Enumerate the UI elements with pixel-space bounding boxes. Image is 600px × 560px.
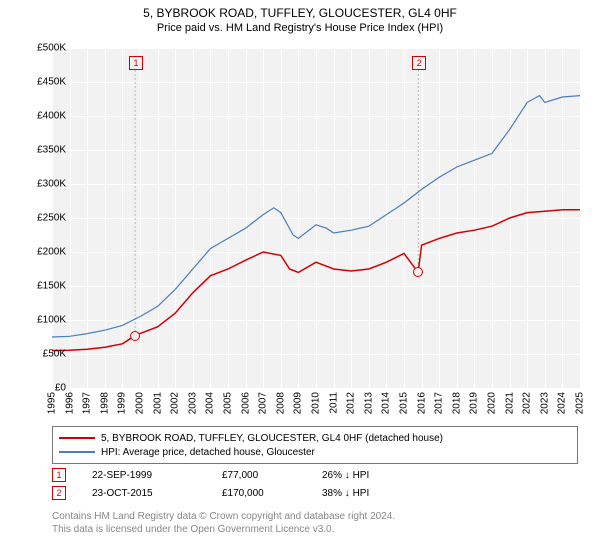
- x-tick-label: 2020: [487, 392, 498, 414]
- event-row: 1 22-SEP-1999 £77,000 26% ↓ HPI: [52, 466, 442, 484]
- event-price: £77,000: [222, 470, 322, 481]
- y-tick-label: £250K: [26, 213, 66, 224]
- legend: 5, BYBROOK ROAD, TUFFLEY, GLOUCESTER, GL…: [52, 426, 578, 464]
- x-tick-label: 2019: [469, 392, 480, 414]
- y-tick-label: £300K: [26, 179, 66, 190]
- legend-label: HPI: Average price, detached house, Glou…: [101, 447, 315, 458]
- x-tick-label: 2004: [205, 392, 216, 414]
- x-tick-label: 2022: [522, 392, 533, 414]
- x-tick-label: 2012: [346, 392, 357, 414]
- x-tick-label: 2018: [451, 392, 462, 414]
- x-tick-label: 1995: [47, 392, 58, 414]
- x-tick-label: 2003: [187, 392, 198, 414]
- x-tick-label: 2017: [434, 392, 445, 414]
- footer-line2: This data is licensed under the Open Gov…: [52, 523, 572, 536]
- title-block: 5, BYBROOK ROAD, TUFFLEY, GLOUCESTER, GL…: [0, 0, 600, 34]
- sale-marker-box: 2: [412, 56, 426, 70]
- footer: Contains HM Land Registry data © Crown c…: [52, 510, 572, 536]
- event-pct: 38% ↓ HPI: [322, 488, 442, 499]
- x-tick-label: 2001: [152, 392, 163, 414]
- x-tick-label: 2009: [293, 392, 304, 414]
- legend-label: 5, BYBROOK ROAD, TUFFLEY, GLOUCESTER, GL…: [101, 433, 443, 444]
- x-tick-label: 2007: [258, 392, 269, 414]
- event-date: 23-OCT-2015: [92, 488, 222, 499]
- y-tick-label: £200K: [26, 247, 66, 258]
- x-tick-label: 2025: [575, 392, 586, 414]
- event-price: £170,000: [222, 488, 322, 499]
- event-table: 1 22-SEP-1999 £77,000 26% ↓ HPI 2 23-OCT…: [52, 466, 442, 502]
- x-tick-label: 2005: [223, 392, 234, 414]
- event-marker-icon: 1: [52, 468, 66, 482]
- event-row: 2 23-OCT-2015 £170,000 38% ↓ HPI: [52, 484, 442, 502]
- x-tick-label: 1998: [99, 392, 110, 414]
- legend-swatch: [59, 451, 95, 453]
- x-tick-label: 2015: [399, 392, 410, 414]
- x-tick-label: 2013: [363, 392, 374, 414]
- legend-row: 5, BYBROOK ROAD, TUFFLEY, GLOUCESTER, GL…: [59, 431, 571, 445]
- x-tick-label: 1997: [82, 392, 93, 414]
- x-tick-label: 2006: [240, 392, 251, 414]
- x-tick-label: 2008: [275, 392, 286, 414]
- y-tick-label: £100K: [26, 315, 66, 326]
- x-tick-label: 2024: [557, 392, 568, 414]
- y-tick-label: £500K: [26, 43, 66, 54]
- x-tick-label: 2011: [328, 392, 339, 414]
- chart-area: 12: [52, 48, 580, 388]
- y-tick-label: £50K: [26, 349, 66, 360]
- y-tick-label: £400K: [26, 111, 66, 122]
- legend-row: HPI: Average price, detached house, Glou…: [59, 445, 571, 459]
- x-tick-label: 1996: [64, 392, 75, 414]
- x-tick-label: 2021: [504, 392, 515, 414]
- title-line2: Price paid vs. HM Land Registry's House …: [0, 22, 600, 34]
- x-tick-label: 2002: [170, 392, 181, 414]
- title-line1: 5, BYBROOK ROAD, TUFFLEY, GLOUCESTER, GL…: [0, 6, 600, 20]
- y-tick-label: £450K: [26, 77, 66, 88]
- chart-container: 5, BYBROOK ROAD, TUFFLEY, GLOUCESTER, GL…: [0, 0, 600, 560]
- x-tick-label: 2014: [381, 392, 392, 414]
- event-date: 22-SEP-1999: [92, 470, 222, 481]
- x-tick-label: 2016: [416, 392, 427, 414]
- sale-marker-box: 1: [129, 56, 143, 70]
- y-tick-label: £150K: [26, 281, 66, 292]
- x-tick-label: 2000: [135, 392, 146, 414]
- footer-line1: Contains HM Land Registry data © Crown c…: [52, 510, 572, 523]
- y-tick-label: £350K: [26, 145, 66, 156]
- event-pct: 26% ↓ HPI: [322, 470, 442, 481]
- x-tick-label: 2023: [539, 392, 550, 414]
- event-marker-icon: 2: [52, 486, 66, 500]
- legend-swatch: [59, 437, 95, 439]
- x-tick-label: 2010: [311, 392, 322, 414]
- x-tick-label: 1999: [117, 392, 128, 414]
